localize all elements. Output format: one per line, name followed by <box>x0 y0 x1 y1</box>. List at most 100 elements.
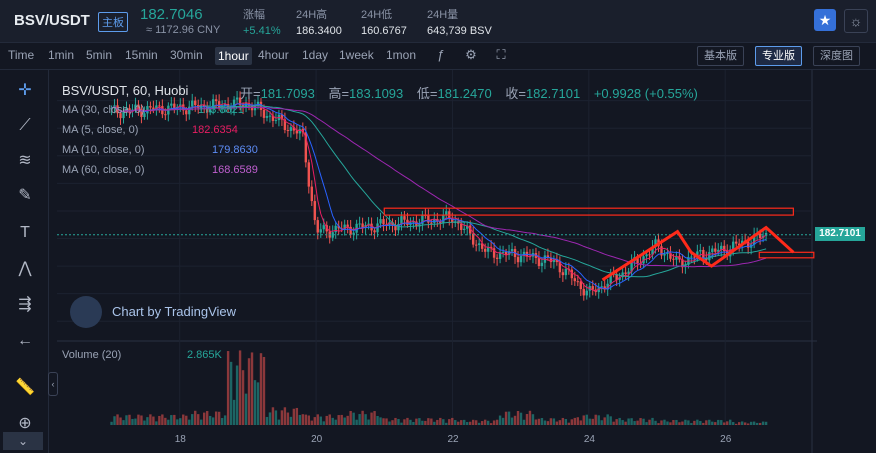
timeframe-5min[interactable]: 5min <box>86 48 113 62</box>
chevron-down-icon[interactable]: ⌄ <box>3 432 43 450</box>
volume-bar <box>732 422 735 425</box>
timeframe-1day[interactable]: 1day <box>302 48 329 62</box>
volume-bar <box>746 423 750 425</box>
brush-icon[interactable]: ✎ <box>18 187 32 204</box>
volume-bar <box>519 412 523 425</box>
trendline-icon[interactable]: ⟋ <box>19 117 31 134</box>
volume-bar <box>501 417 505 425</box>
fullscreen-icon[interactable]: ⛶ <box>496 47 506 62</box>
volume-value: 2.865K <box>187 349 222 361</box>
timeframe-30min[interactable]: 30min <box>170 48 203 62</box>
volume-bar <box>684 419 687 425</box>
tradingview-logo <box>70 296 102 328</box>
ruler-icon[interactable]: 📏 <box>15 379 35 396</box>
prediction-icon[interactable]: ⇶ <box>18 296 32 313</box>
volume-bar <box>666 421 669 425</box>
drawing-toolbar: ✛ ⟋ ≋ ✎ T ⋀ ⇶ ← 📏 ⊕ ⌄ <box>0 70 49 453</box>
volume-bar <box>391 420 394 425</box>
candle-body <box>349 226 352 235</box>
candle-body <box>265 116 269 118</box>
timeframe-1mon[interactable]: 1mon <box>386 48 417 62</box>
candle-body <box>125 108 128 113</box>
volume-bar <box>758 422 762 425</box>
candle-body <box>558 262 562 273</box>
crosshair-icon[interactable]: ✛ <box>18 82 32 99</box>
volume-bar <box>755 422 759 425</box>
fib-icon[interactable]: ≋ <box>18 152 32 169</box>
ma-5-legend[interactable]: MA (5, close, 0) 182.6354 <box>62 124 238 136</box>
zoom-in-icon[interactable]: ⊕ <box>18 415 32 432</box>
volume-bar <box>400 422 403 425</box>
candle-body <box>280 114 284 120</box>
volume-bar <box>483 419 487 425</box>
volume-bar <box>161 414 164 425</box>
candle-body <box>591 286 594 290</box>
candle-body <box>645 254 648 257</box>
candle-body <box>636 257 639 264</box>
timeframe-4hour[interactable]: 4hour <box>258 48 289 62</box>
volume-bar <box>740 421 744 425</box>
timeframe-1week[interactable]: 1week <box>339 48 374 62</box>
candle-body <box>137 104 140 110</box>
volume-bar <box>507 411 511 425</box>
candle-body <box>573 278 577 282</box>
view-pro-button[interactable]: 专业版 <box>755 46 802 66</box>
timeframe-time[interactable]: Time <box>8 48 35 62</box>
volume-bar <box>412 421 415 425</box>
volume-bar <box>516 410 520 425</box>
text-tool-icon[interactable]: T <box>20 224 30 241</box>
star-icon[interactable]: ★ <box>814 9 836 31</box>
candle-body <box>205 106 209 113</box>
candle-body <box>173 103 176 109</box>
pattern-icon[interactable]: ⋀ <box>18 260 32 277</box>
price-chart[interactable]: 280.0000260.0000240.0000220.0000200.0000… <box>57 70 817 453</box>
view-basic-button[interactable]: 基本版 <box>697 46 744 66</box>
candle-body <box>663 254 666 256</box>
sun-icon[interactable]: ☼ <box>844 9 868 33</box>
volume-bar <box>149 414 152 425</box>
candle-body <box>693 256 696 258</box>
candle-body <box>310 186 313 202</box>
volume-bar <box>214 411 218 425</box>
candle-body <box>708 252 711 261</box>
volume-bar <box>379 417 382 425</box>
volume-bar <box>415 418 418 425</box>
candle-body <box>672 258 675 260</box>
candle-body <box>110 108 113 110</box>
volume-bar <box>540 418 544 425</box>
volume-bar <box>555 421 559 425</box>
candle-body <box>295 130 299 134</box>
candle-body <box>313 201 316 221</box>
candle-body <box>283 119 287 131</box>
timeframe-1hour[interactable]: 1hour <box>215 47 252 65</box>
volume-bar <box>358 414 361 425</box>
volume-bar <box>349 411 352 425</box>
settings-icon[interactable]: ⚙ <box>465 47 477 62</box>
back-arrow-icon[interactable]: ← <box>17 332 33 349</box>
volume-bar <box>110 421 113 425</box>
ma-30-legend[interactable]: MA (30, close, 0) 173.8821 <box>62 104 244 116</box>
candle-body <box>660 246 663 256</box>
collapse-toolbar-handle[interactable]: ‹ <box>48 372 58 396</box>
timeframe-15min[interactable]: 15min <box>125 48 158 62</box>
volume-bar <box>310 420 313 425</box>
candle-body <box>388 222 391 226</box>
volume-bar <box>702 422 705 425</box>
volume-bar <box>298 414 302 425</box>
ma-60-legend[interactable]: MA (60, close, 0) 168.6589 <box>62 164 258 176</box>
volume-bar <box>304 414 308 425</box>
indicators-icon[interactable]: ƒ <box>437 47 445 62</box>
volume-bar <box>433 421 436 425</box>
volume-bar <box>283 407 287 425</box>
volume-label[interactable]: Volume (20) <box>62 349 122 361</box>
volume-bar <box>537 418 541 425</box>
volume-bar <box>651 417 654 425</box>
timeframe-1min[interactable]: 1min <box>48 48 75 62</box>
pair-name[interactable]: BSV/USDT <box>14 12 90 29</box>
ma-10-legend[interactable]: MA (10, close, 0) 179.8630 <box>62 144 258 156</box>
volume-bar <box>510 417 514 425</box>
view-depth-button[interactable]: 深度图 <box>813 46 860 66</box>
candle-body <box>737 243 741 246</box>
ma-30-line <box>111 105 767 278</box>
candle-body <box>615 274 618 280</box>
